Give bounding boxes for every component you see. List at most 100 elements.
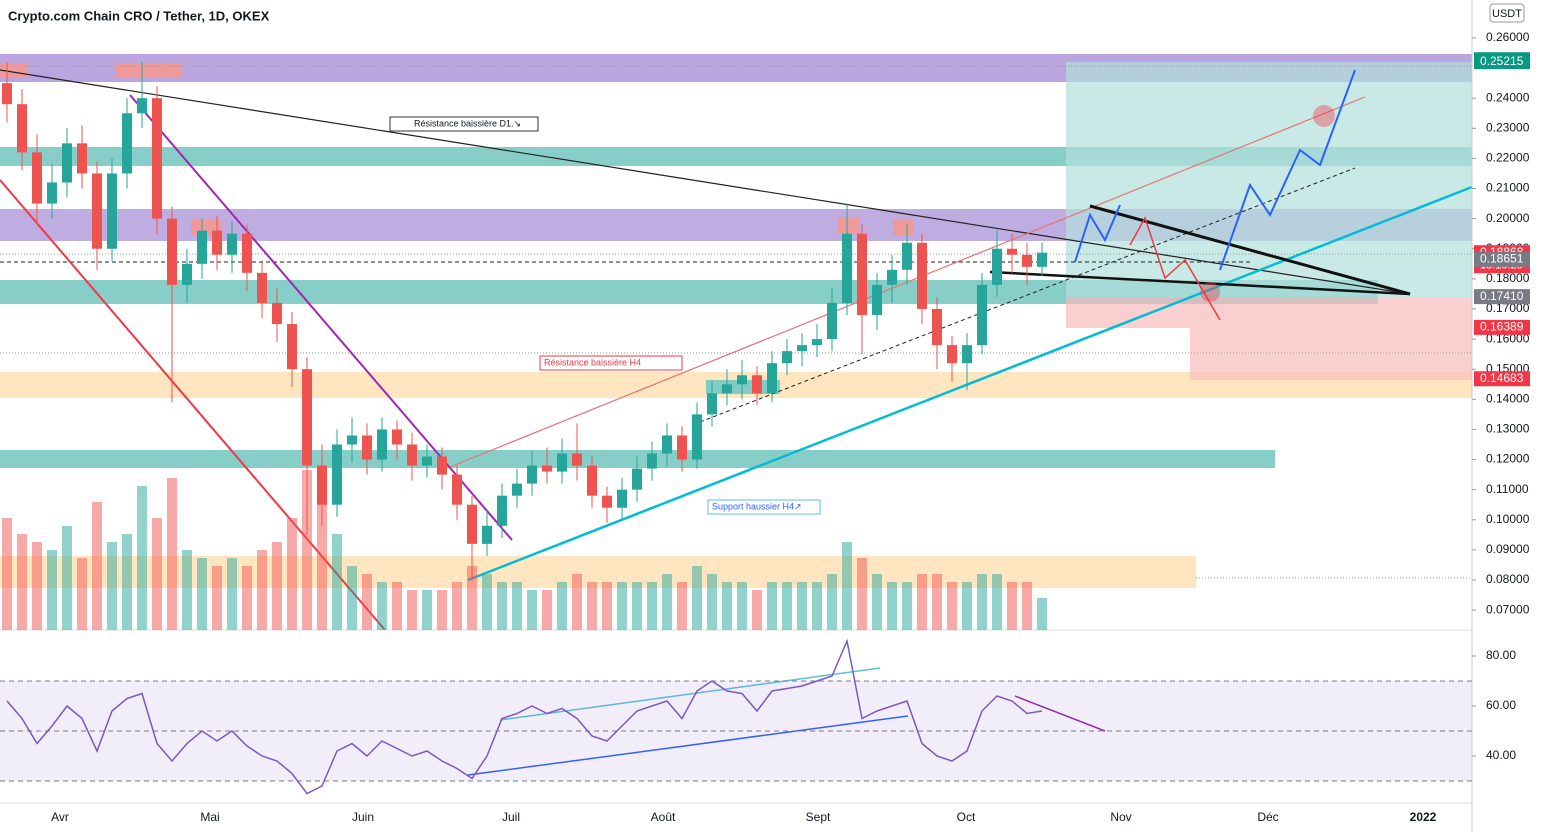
y-tick-label: 0.20000 [1486,211,1530,225]
volume-bar [1007,582,1017,630]
volume-bar [377,582,387,630]
volume-bar [227,558,237,630]
candle-body [167,218,177,285]
candle-body [902,242,912,270]
candle-body [512,483,522,496]
volume-bar [647,582,657,630]
volume-bar [602,582,612,630]
candle-body [422,456,432,466]
volume-bar [917,574,927,630]
volume-bar [587,582,597,630]
volume-bar [707,574,717,630]
volume-bar [467,566,477,630]
candle-body [842,233,852,303]
volume-bar [782,582,792,630]
volume-bar [47,550,57,630]
annotation: Support haussier H4↗ [712,501,802,511]
volume-bar [107,542,117,630]
volume-bar [872,574,882,630]
candle-body [677,435,687,460]
candle-body [767,363,777,394]
candle-body [797,345,807,352]
candle-body [92,173,102,249]
volume-bar [362,574,372,630]
volume-bar [137,486,147,630]
candle-body [437,456,447,475]
volume-bar [437,590,447,630]
volume-bar [947,582,957,630]
candle-body [1007,248,1017,255]
candle-body [62,143,72,183]
currency-box [1489,3,1525,23]
y-tick-label: 0.08000 [1486,572,1530,586]
candle-body [602,495,612,508]
volume-bar [662,574,672,630]
candle-body [272,302,282,325]
volume-bar [167,478,177,630]
y-tick-label: 0.11000 [1486,482,1529,496]
volume-bar [287,518,297,630]
candle-body [887,269,897,285]
candle-body [977,284,987,346]
volume-bar [212,566,222,630]
candle-body [962,345,972,364]
y-tick-label: 0.17000 [1486,301,1530,315]
chart-title: Crypto.com Chain CRO / Tether, 1D, OKEX [8,8,270,23]
candle-body [137,98,147,114]
x-tick-label: Juil [502,810,520,824]
volume-bar [527,590,537,630]
candle-body [662,435,672,454]
volume-bar [557,582,567,630]
volume-bar [152,518,162,630]
volume-bar [332,534,342,630]
candle-body [857,233,867,315]
volume-bar [842,542,852,630]
volume-bar [887,582,897,630]
candle-body [1022,254,1032,267]
volume-bar [32,542,42,630]
candle-body [452,474,462,505]
volume-bar [632,582,642,630]
y-tick-label: 0.12000 [1486,452,1530,466]
volume-bar [977,574,987,630]
volume-bar [242,566,252,630]
volume-bar [542,590,552,630]
y-tick-label: 0.10000 [1486,512,1530,526]
price-badge [1474,289,1530,305]
price-badge [1474,319,1530,335]
candle-body [47,182,57,204]
volume-bar [2,518,12,630]
rsi-tick-label: 60.00 [1486,698,1516,712]
volume-bar [452,582,462,630]
volume-bar [992,574,1002,630]
candle-body [497,495,507,526]
candle-body [197,230,207,264]
price-badge [1474,371,1530,387]
price-badge [1474,251,1530,267]
candle-body [182,263,192,285]
volume-bar [497,582,507,630]
candle-body [632,468,642,490]
annotation: Résistance baissière D1.↘ [414,118,521,128]
volume-bar [722,582,732,630]
price-badge-label: 0.17410 [1480,289,1524,303]
price-badge-label: 0.18651 [1480,251,1524,265]
candle-body [752,375,762,394]
candle-body [332,444,342,505]
candle-body [2,83,12,105]
candle-body [947,345,957,364]
rsi-tick-label: 80.00 [1486,648,1516,662]
volume-bar [17,534,27,630]
volume-bar [797,582,807,630]
rsi-line [6,638,1043,795]
candle-body [32,152,42,204]
candle-body [917,242,927,309]
candle-body [932,308,942,346]
y-tick-label: 0.26000 [1486,30,1530,44]
candle-body [392,429,402,445]
volume-bar [92,502,102,630]
y-tick-label: 0.14000 [1486,391,1530,405]
candle-body [707,393,717,415]
candle-body [407,444,417,466]
volume-bar [932,574,942,630]
